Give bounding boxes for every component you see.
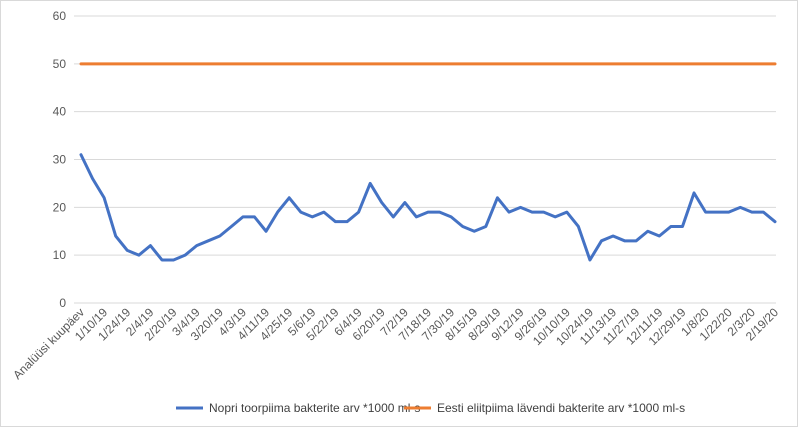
legend: Nopri toorpiima bakterite arv *1000 ml-s… [176,401,685,415]
gridlines [74,15,776,304]
y-tick-label-30: 30 [53,153,67,167]
legend-label-series-1: Nopri toorpiima bakterite arv *1000 ml-s [209,401,420,415]
legend-label-series-2: Eesti eliitpiima lävendi bakterite arv *… [437,401,685,415]
x-tick-label: Analüüsi kuupäev [10,305,87,382]
y-tick-label-10: 10 [53,248,67,262]
y-tick-label-20: 20 [53,200,67,214]
series-lines [79,62,777,262]
y-axis-tick-labels: 0 10 20 30 40 50 60 [53,9,67,310]
x-axis-tick-labels: Analüüsi kuupäev1/10/191/24/192/4/192/20… [10,305,781,382]
y-tick-label-50: 50 [53,57,67,71]
y-tick-label-60: 60 [53,9,67,23]
y-tick-label-40: 40 [53,105,67,119]
series-line-1 [79,153,777,262]
y-tick-label-0: 0 [59,296,66,310]
